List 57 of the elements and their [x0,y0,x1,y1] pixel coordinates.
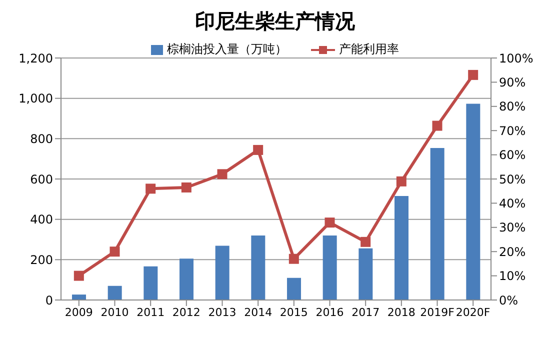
x-tick-label: 2019F [420,306,454,319]
x-tick-label: 2016 [316,306,344,319]
x-tick-label: 2018 [387,306,416,319]
x-tick-label: 2017 [352,306,380,319]
bar [180,258,194,300]
bar [287,278,301,300]
y2-tick-label: 0% [499,293,518,308]
y2-tick-label: 60% [499,148,526,162]
bar [144,266,158,300]
x-tick-label: 2015 [280,306,308,319]
point [396,176,406,186]
point [432,120,442,131]
x-tick-label: 2020F [456,306,490,319]
point [288,254,299,264]
legend-label: 棕榈油投入量（万吨） [167,41,287,58]
point [468,70,478,80]
bar [215,246,230,300]
bar [358,248,373,300]
point [324,218,335,228]
point [110,246,120,257]
point [181,182,192,192]
bar [430,148,444,300]
x-tick-label: 2010 [100,306,129,319]
y-tick-label: 0 [45,293,53,308]
y-tick-label: 1,000 [18,92,53,106]
x-tick-label: 2013 [208,306,236,319]
x-tick-label: 2012 [172,306,200,319]
y-tick-label: 400 [30,212,53,227]
bar [251,235,266,300]
point [217,169,228,180]
point [360,236,371,247]
x-tick-label: 2014 [244,306,272,319]
y2-tick-label: 80% [499,100,526,114]
chart-title: 印尼生柴生产情况 [194,8,356,35]
legend-label: 产能利用率 [339,41,399,58]
x-tick-label: 2011 [136,306,165,319]
y-tick-label: 1,200 [18,51,53,66]
y-tick-label: 800 [30,132,53,146]
point [146,184,156,194]
bar [394,196,408,300]
bar [322,235,337,300]
y2-tick-label: 40% [499,196,526,210]
y2-tick-label: 30% [499,220,526,235]
y2-tick-label: 10% [499,269,526,284]
bar [108,286,122,300]
y-tick-label: 600 [30,172,53,186]
bar [72,294,86,300]
bar [466,104,480,300]
x-tick-label: 2009 [64,306,93,319]
y2-tick-label: 70% [499,124,526,138]
y2-tick-label: 20% [499,244,526,259]
point [74,270,84,281]
point [253,144,264,155]
y-tick-label: 200 [30,252,53,267]
y2-tick-label: 50% [499,172,526,186]
y2-tick-label: 100% [499,51,534,66]
y2-tick-label: 90% [499,75,526,90]
